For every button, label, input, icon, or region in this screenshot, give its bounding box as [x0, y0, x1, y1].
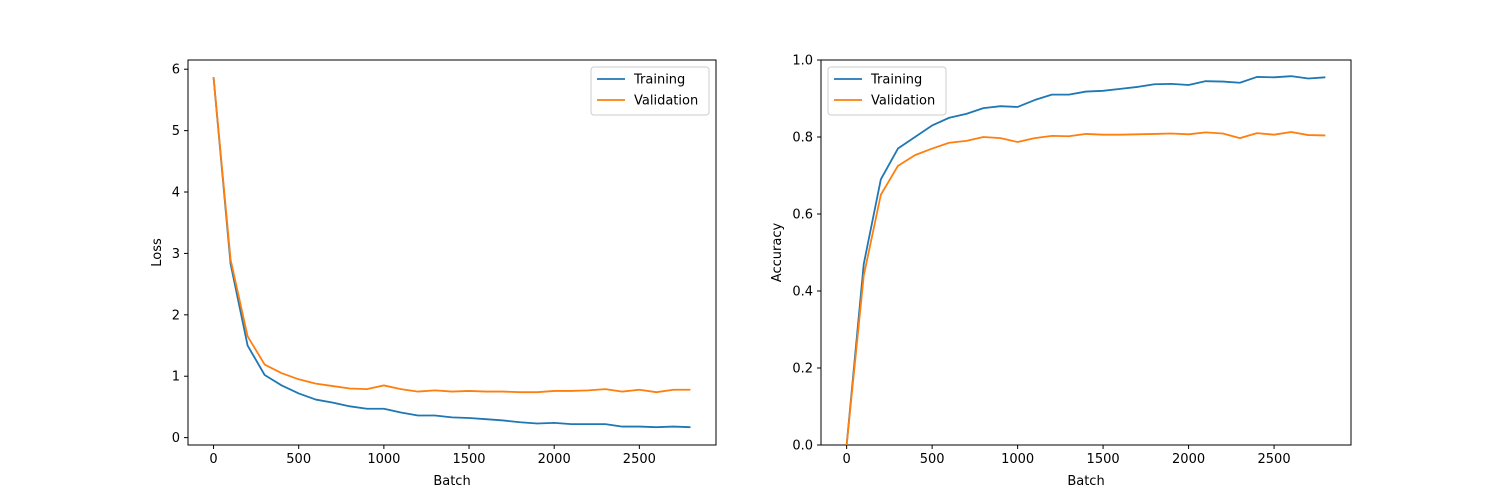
x-tick-label: 0: [843, 452, 851, 467]
y-tick-label: 0.6: [792, 208, 813, 223]
y-tick-label: 6: [172, 63, 180, 78]
series-line-training: [212, 77, 691, 429]
x-tick-label: 2000: [1172, 452, 1205, 467]
x-tick-label: 1500: [452, 452, 485, 467]
legend: Training Validation: [590, 66, 710, 116]
legend: Training Validation: [827, 66, 947, 116]
series-line-validation: [212, 77, 691, 394]
legend-entry: Training: [870, 73, 922, 88]
y-tick-label: 2: [172, 308, 180, 323]
y-tick-label: 1.0: [792, 54, 813, 69]
chart-1: 0 500 1000 1500 2000 2500 0 1 2 3 4 5 6 Batch Loss Trai…: [150, 59, 717, 489]
series-line-training: [845, 75, 1326, 446]
x-tick-label: 2000: [538, 452, 571, 467]
series-line-validation: [845, 131, 1326, 446]
y-tick-label: 0.0: [792, 439, 813, 454]
y-tick-label: 0.8: [792, 131, 813, 146]
x-tick-label: 500: [920, 452, 945, 467]
y-tick-label: 3: [172, 247, 180, 262]
y-tick-label: 4: [172, 186, 180, 201]
x-tick-label: 1000: [1001, 452, 1034, 467]
x-tick-label: 500: [286, 452, 311, 467]
y-tick-label: 1: [172, 370, 180, 385]
plot-frame: [187, 59, 717, 446]
x-axis-label: Batch: [433, 474, 470, 489]
y-tick-label: 0.4: [792, 285, 813, 300]
x-tick-label: 1000: [367, 452, 400, 467]
y-tick-label: 5: [172, 124, 180, 139]
x-axis-label: Batch: [1067, 474, 1104, 489]
chart-2: 0 500 1000 1500 2000 2500 0.0 0.2 0.4 0.6 0.8 1.0 Ba…: [770, 54, 1352, 489]
x-tick-label: 2500: [1258, 452, 1291, 467]
y-tick-label: 0.2: [792, 362, 813, 377]
legend-entry: Validation: [634, 94, 698, 109]
x-tick-label: 1500: [1087, 452, 1120, 467]
x-tick-label: 2500: [623, 452, 656, 467]
legend-entry: Validation: [871, 94, 935, 109]
y-tick-label: 0: [172, 431, 180, 446]
x-tick-label: 0: [209, 452, 217, 467]
legend-entry: Training: [633, 73, 685, 88]
y-axis-label: Accuracy: [770, 223, 785, 283]
plot-frame: [820, 59, 1352, 446]
y-axis-label: Loss: [150, 238, 165, 267]
